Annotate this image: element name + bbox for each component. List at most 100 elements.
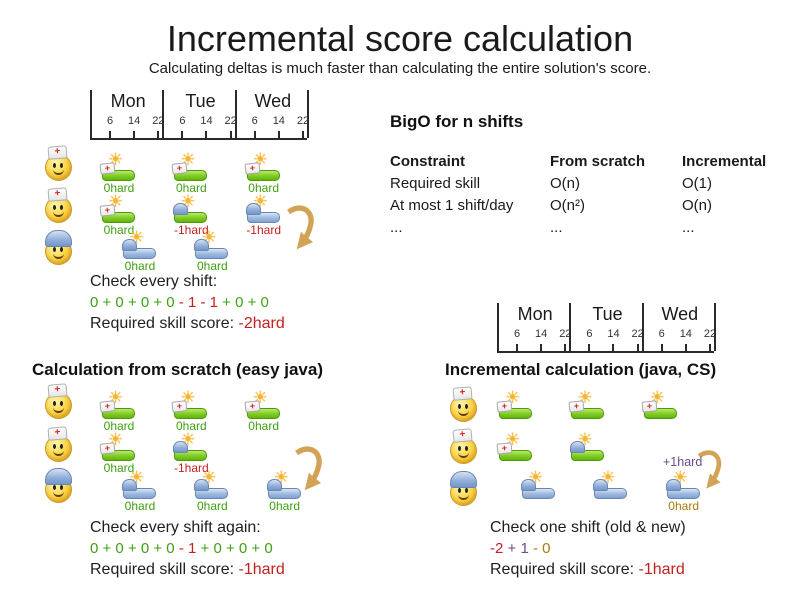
schedule-incremental: + ☀ + ☀ + ☀ + + ☀ + ☀ ☀ ☀ ☀ 0hard <box>440 386 740 524</box>
hour-label: 22 <box>631 328 644 340</box>
text-segment: -1hard <box>638 561 685 578</box>
text-segment: - 1 - 1 <box>174 294 219 311</box>
nurse-cap-icon: + <box>47 145 68 160</box>
builder-helmet-icon <box>450 471 477 488</box>
shift-icon: ☀ +0hard <box>171 150 208 195</box>
shift-bar <box>594 488 628 499</box>
score-explanation-incremental: Check one shift (old & new) -2 + 1 - 0 R… <box>490 517 686 580</box>
hour-label: 14 <box>679 328 692 340</box>
builder-helmet-icon <box>122 479 137 491</box>
heading-from-scratch: Calculation from scratch (easy java) <box>32 360 324 379</box>
timeline-day: Tue 6 14 22 <box>162 90 237 138</box>
bigo-column-header: From scratch <box>550 153 646 170</box>
nurse-cap-icon: + <box>99 162 116 175</box>
nurse-cap-icon: + <box>452 386 473 401</box>
score-line: Required skill score: -2hard <box>90 313 285 334</box>
score-line: Required skill score: -1hard <box>490 559 686 580</box>
nurse-face-icon: + <box>450 428 478 464</box>
builder-helmet-icon <box>45 230 72 247</box>
text-segment: + 1 <box>503 540 529 557</box>
nurse-cap-icon: + <box>641 400 658 413</box>
bigo-cell: O(1) <box>682 175 712 192</box>
mouth <box>53 487 64 497</box>
timeline-day: Mon 6 14 22 <box>90 90 164 138</box>
timeline-left: Mon 6 14 22 Tue 6 14 22 Wed 6 14 22 <box>90 90 309 140</box>
hour-label: 14 <box>535 328 548 340</box>
shift-icon: ☀ 0hard <box>122 468 157 513</box>
text-segment: -1hard <box>238 561 285 578</box>
day-label: Wed <box>661 304 699 324</box>
builder-helmet-icon <box>665 479 681 491</box>
bigo-cell: O(n²) <box>550 197 585 214</box>
schedule-from-scratch: + ☀ +0hard ☀ +0hard ☀ +0hard + ☀ +0hard ☀ -1hard ☀ 0h… <box>40 383 340 521</box>
text-segment: Required skill score: <box>90 561 239 578</box>
hour-label: 22 <box>224 115 237 127</box>
move-delta-label: +1hard <box>663 455 702 469</box>
text-segment: - 0 <box>528 540 551 557</box>
nurse-cap-icon: + <box>244 162 261 175</box>
shift-bar <box>246 408 280 419</box>
day-label: Tue <box>592 304 623 324</box>
bigo-grid: Constraint From scratch Incremental Require… <box>390 151 792 239</box>
shift-icon: ☀ -1hard <box>173 192 209 237</box>
builder-helmet-icon <box>173 203 189 215</box>
move-arrow-icon <box>287 205 314 250</box>
shift-icon: ☀ 0hard <box>194 228 229 273</box>
shift-bar <box>246 170 280 181</box>
mouth <box>53 403 64 413</box>
nurse-cap-icon: + <box>171 400 188 413</box>
hour-label: 6 <box>514 328 521 340</box>
hour-tick <box>540 344 543 351</box>
bigo-cell: At most 1 shift/day <box>390 197 514 214</box>
shift-score-label: -1hard <box>173 461 209 475</box>
timeline-day: Wed 6 14 22 <box>234 90 309 138</box>
shift-bar <box>102 450 135 461</box>
builder-face-icon <box>45 468 73 503</box>
builder-helmet-icon <box>173 441 189 453</box>
hour-tick <box>133 131 136 138</box>
shift-icon: ☀ + <box>496 388 533 432</box>
day-label: Mon <box>517 304 553 324</box>
mouth <box>53 165 64 175</box>
hour-label: 6 <box>658 328 665 340</box>
shift-bar <box>123 248 156 259</box>
hour-tick <box>516 344 519 351</box>
bigo-title: BigO for n shifts <box>390 112 524 131</box>
nurse-cap-icon: + <box>171 162 188 175</box>
hour-label: 22 <box>152 115 165 127</box>
shift-bar <box>174 450 208 461</box>
shift-score-label: -1hard <box>246 223 281 237</box>
slide-title: Incremental score calculation <box>166 18 634 59</box>
shift-icon: ☀ 0hard <box>194 468 229 513</box>
shift-bar <box>102 170 135 181</box>
timeline-day: Mon 6 14 22 <box>497 303 571 351</box>
hour-label: 22 <box>559 328 572 340</box>
shift-icon: ☀ 0hard <box>665 468 701 513</box>
nurse-face-icon: + <box>45 383 73 419</box>
shift-bar <box>571 450 605 461</box>
builder-helmet-icon <box>570 441 586 453</box>
day-label: Tue <box>185 91 216 111</box>
schedule-initial: + ☀ +0hard ☀ +0hard ☀ +0hard + ☀ +0hard ☀ -1hard ☀ -1… <box>40 145 340 283</box>
shift-bar <box>174 408 208 419</box>
day-label: Mon <box>110 91 146 111</box>
nurse-cap-icon: + <box>568 400 585 413</box>
bigo-cell: ... <box>550 219 563 236</box>
hour-label: 14 <box>200 115 213 127</box>
hour-label: 14 <box>607 328 620 340</box>
nurse-cap-icon: + <box>99 204 116 217</box>
hour-tick <box>229 131 232 138</box>
nurse-cap-icon: + <box>452 428 473 443</box>
text-segment: + 0 + 0 + 0 <box>196 540 273 557</box>
hour-label: 6 <box>251 115 258 127</box>
builder-helmet-icon <box>194 479 210 491</box>
shift-score-label: 0hard <box>175 181 207 195</box>
timeline-edge <box>714 303 716 351</box>
score-line: Required skill score: -1hard <box>90 559 285 580</box>
shift-icon: ☀ <box>593 468 628 512</box>
hour-tick <box>588 344 591 351</box>
shift-icon: ☀ -1hard <box>173 430 209 475</box>
day-label: Wed <box>254 91 292 111</box>
score-explanation-initial: Check every shift: 0 + 0 + 0 + 0 - 1 - 1… <box>90 271 285 334</box>
score-explanation-from-scratch: Check every shift again: 0 + 0 + 0 + 0 -… <box>90 517 285 580</box>
